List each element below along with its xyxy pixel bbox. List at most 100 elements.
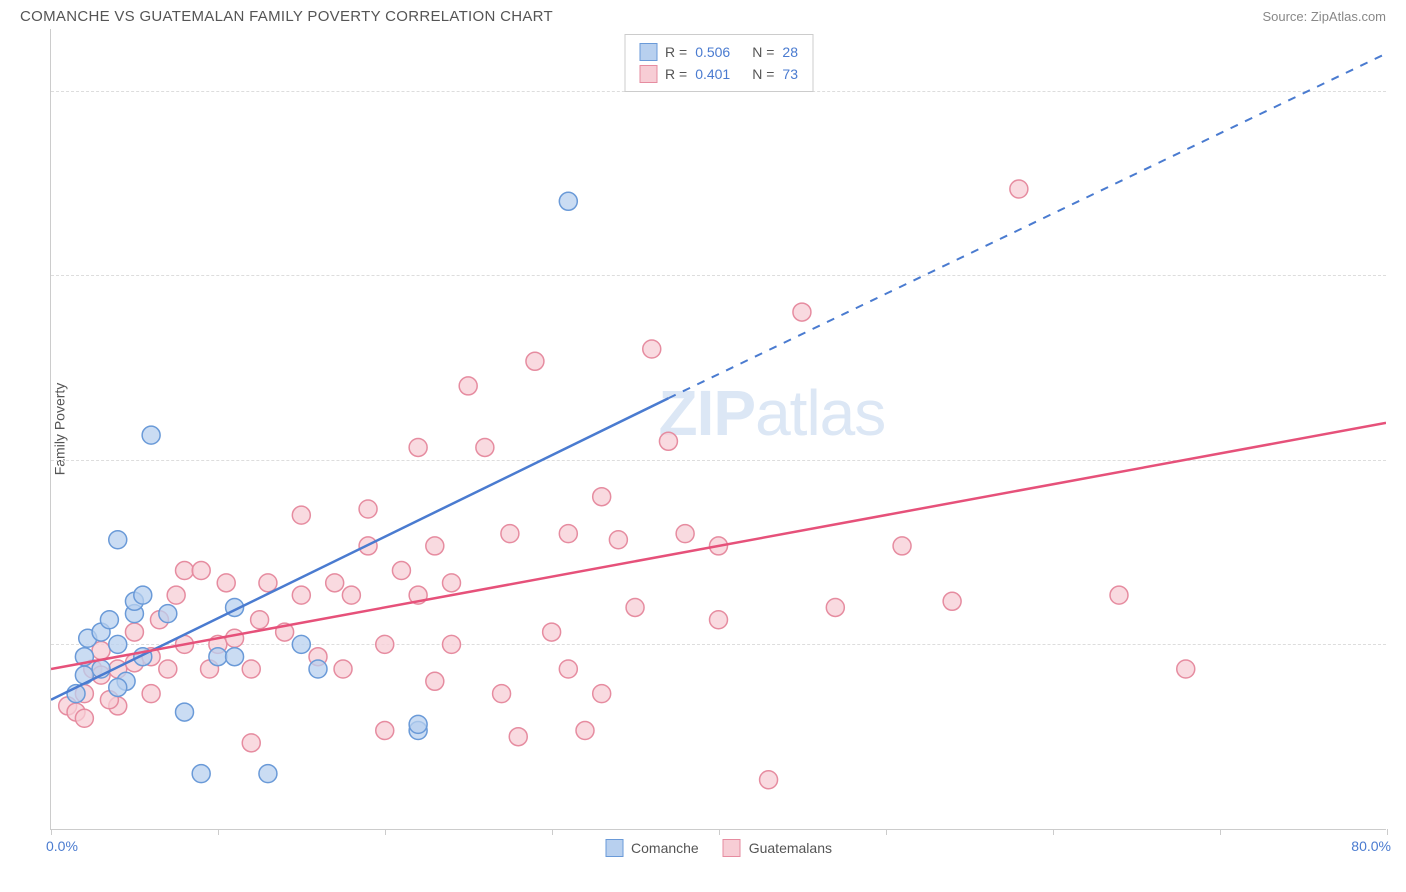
data-point (760, 771, 778, 789)
data-point (793, 303, 811, 321)
legend-stat-row: R = 0.401 N = 73 (639, 63, 798, 85)
trend-line (51, 423, 1386, 669)
data-point (543, 623, 561, 641)
data-point (209, 648, 227, 666)
legend-swatch (723, 839, 741, 857)
data-point (426, 537, 444, 555)
data-point (943, 592, 961, 610)
series-legend: Comanche Guatemalans (605, 839, 832, 857)
correlation-legend: R = 0.506 N = 28 R = 0.401 N = 73 (624, 34, 813, 92)
data-point (109, 635, 127, 653)
n-value: 28 (782, 44, 798, 60)
n-label: N = (752, 44, 774, 60)
legend-swatch (639, 65, 657, 83)
x-tick (1053, 829, 1054, 835)
data-point (1010, 180, 1028, 198)
x-tick (552, 829, 553, 835)
data-point (493, 685, 511, 703)
chart-title: COMANCHE VS GUATEMALAN FAMILY POVERTY CO… (20, 8, 553, 25)
data-point (109, 678, 127, 696)
data-point (376, 635, 394, 653)
data-point (292, 506, 310, 524)
data-point (476, 438, 494, 456)
x-tick (51, 829, 52, 835)
data-point (342, 586, 360, 604)
data-point (292, 635, 310, 653)
data-point (659, 432, 677, 450)
data-point (159, 660, 177, 678)
x-tick (218, 829, 219, 835)
data-point (559, 192, 577, 210)
data-point (309, 660, 327, 678)
data-point (643, 340, 661, 358)
data-point (626, 598, 644, 616)
data-point (443, 635, 461, 653)
legend-stat-row: R = 0.506 N = 28 (639, 41, 798, 63)
data-point (242, 734, 260, 752)
data-point (609, 531, 627, 549)
data-point (176, 703, 194, 721)
data-point (893, 537, 911, 555)
data-point (167, 586, 185, 604)
x-tick (385, 829, 386, 835)
data-point (593, 488, 611, 506)
n-value: 73 (782, 66, 798, 82)
data-point (192, 765, 210, 783)
data-point (1177, 660, 1195, 678)
x-axis-min-label: 0.0% (46, 838, 78, 854)
data-point (826, 598, 844, 616)
data-point (443, 574, 461, 592)
data-point (142, 426, 160, 444)
x-tick (886, 829, 887, 835)
data-point (559, 660, 577, 678)
data-point (251, 611, 269, 629)
data-point (559, 525, 577, 543)
data-point (1110, 586, 1128, 604)
data-point (75, 709, 93, 727)
scatter-plot-svg (51, 29, 1386, 829)
data-point (217, 574, 235, 592)
r-value: 0.506 (695, 44, 730, 60)
n-label: N = (752, 66, 774, 82)
data-point (159, 605, 177, 623)
trend-line (51, 398, 668, 700)
data-point (176, 562, 194, 580)
data-point (259, 765, 277, 783)
legend-series-label: Comanche (631, 840, 699, 856)
data-point (509, 728, 527, 746)
source-attribution: Source: ZipAtlas.com (1262, 9, 1386, 24)
r-value: 0.401 (695, 66, 730, 82)
data-point (226, 629, 244, 647)
data-point (576, 722, 594, 740)
legend-series-item: Comanche (605, 839, 699, 857)
data-point (292, 586, 310, 604)
data-point (226, 648, 244, 666)
data-point (134, 586, 152, 604)
data-point (459, 377, 477, 395)
data-point (409, 715, 427, 733)
data-point (359, 500, 377, 518)
data-point (259, 574, 277, 592)
data-point (593, 685, 611, 703)
data-point (125, 623, 143, 641)
x-tick (1220, 829, 1221, 835)
r-label: R = (665, 66, 687, 82)
data-point (501, 525, 519, 543)
x-tick (719, 829, 720, 835)
chart-plot-area: Family Poverty ZIPatlas 15.0%30.0%45.0%6… (50, 29, 1386, 830)
data-point (710, 611, 728, 629)
data-point (326, 574, 344, 592)
data-point (526, 352, 544, 370)
r-label: R = (665, 44, 687, 60)
data-point (676, 525, 694, 543)
legend-series-label: Guatemalans (749, 840, 832, 856)
data-point (426, 672, 444, 690)
legend-swatch (639, 43, 657, 61)
legend-swatch (605, 839, 623, 857)
x-axis-max-label: 80.0% (1351, 838, 1391, 854)
trend-line-extrapolated (668, 54, 1386, 399)
data-point (392, 562, 410, 580)
data-point (409, 438, 427, 456)
data-point (192, 562, 210, 580)
data-point (242, 660, 260, 678)
